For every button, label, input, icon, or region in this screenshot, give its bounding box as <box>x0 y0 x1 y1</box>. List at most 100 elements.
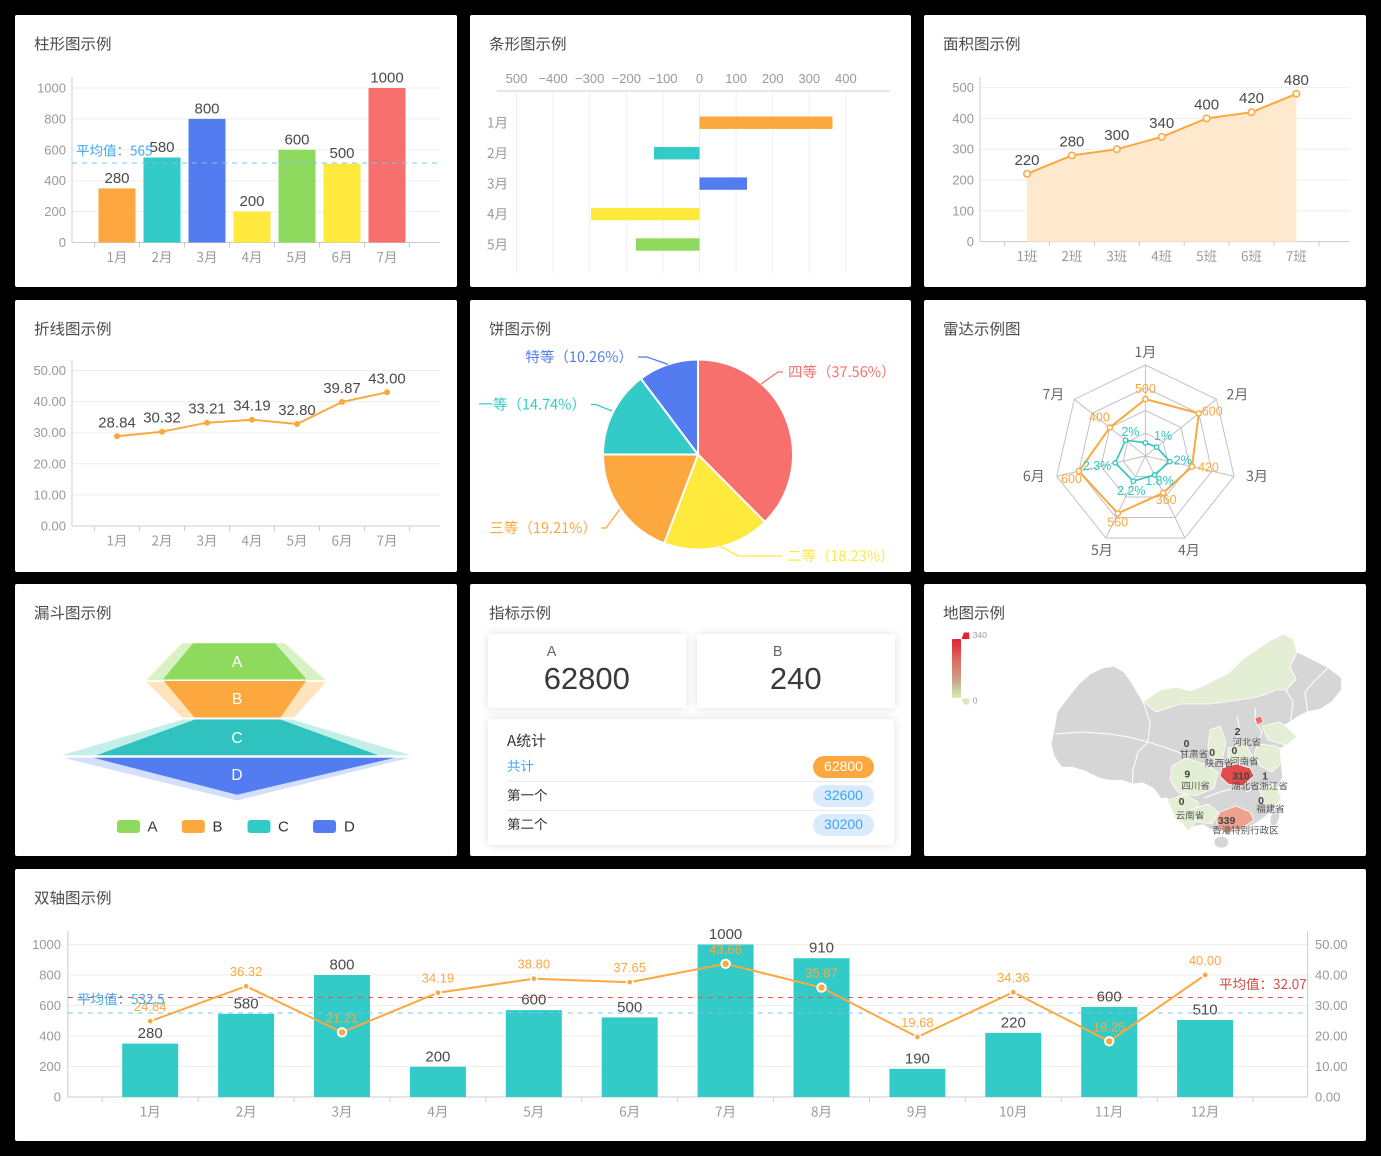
svg-text:800: 800 <box>194 100 219 117</box>
svg-text:B: B <box>213 819 223 836</box>
svg-text:420: 420 <box>1198 461 1219 475</box>
svg-text:39.87: 39.87 <box>323 380 361 397</box>
svg-text:0.00: 0.00 <box>41 519 66 534</box>
svg-text:910: 910 <box>809 940 834 957</box>
svg-text:1000: 1000 <box>709 926 742 943</box>
svg-text:800: 800 <box>44 111 66 126</box>
svg-text:300: 300 <box>952 142 974 157</box>
svg-text:D: D <box>344 819 355 836</box>
svg-text:580: 580 <box>234 995 259 1012</box>
svg-text:1%: 1% <box>1154 429 1172 443</box>
svg-text:20.00: 20.00 <box>33 456 66 471</box>
svg-text:200: 200 <box>952 173 974 188</box>
svg-text:100: 100 <box>952 203 974 218</box>
svg-text:600: 600 <box>521 992 546 1009</box>
svg-text:18.25: 18.25 <box>1093 1019 1126 1034</box>
svg-text:600: 600 <box>1061 472 1082 486</box>
svg-text:220: 220 <box>1001 1014 1026 1031</box>
svg-text:1000: 1000 <box>37 81 66 96</box>
svg-text:43.00: 43.00 <box>368 370 406 387</box>
svg-text:2.2%: 2.2% <box>1117 484 1146 498</box>
svg-text:280: 280 <box>138 1025 163 1042</box>
svg-text:280: 280 <box>104 170 129 187</box>
svg-text:340: 340 <box>973 630 987 640</box>
svg-text:800: 800 <box>329 957 354 974</box>
svg-text:0: 0 <box>1184 738 1190 750</box>
svg-text:1: 1 <box>1262 771 1268 783</box>
svg-text:−400: −400 <box>538 71 567 86</box>
svg-text:500: 500 <box>1135 382 1156 396</box>
svg-text:34.19: 34.19 <box>233 398 271 415</box>
svg-text:40.00: 40.00 <box>1189 953 1222 968</box>
svg-text:1.8%: 1.8% <box>1145 474 1174 488</box>
svg-text:400: 400 <box>1089 411 1110 425</box>
svg-text:400: 400 <box>1194 96 1219 113</box>
svg-text:32600: 32600 <box>824 787 863 803</box>
svg-text:400: 400 <box>952 111 974 126</box>
svg-text:30.00: 30.00 <box>33 425 66 440</box>
svg-text:500: 500 <box>329 145 354 162</box>
svg-text:600: 600 <box>1202 404 1223 418</box>
svg-text:100: 100 <box>725 71 747 86</box>
svg-text:0: 0 <box>59 235 66 250</box>
svg-text:0: 0 <box>967 234 974 249</box>
svg-text:280: 280 <box>1059 133 1084 150</box>
svg-text:600: 600 <box>284 131 309 148</box>
svg-text:−300: −300 <box>575 71 604 86</box>
svg-text:0: 0 <box>1209 747 1215 759</box>
svg-text:360: 360 <box>1156 493 1177 507</box>
svg-text:−100: −100 <box>648 71 677 86</box>
svg-text:34.19: 34.19 <box>422 971 455 986</box>
svg-text:32.80: 32.80 <box>278 402 316 419</box>
svg-text:2%: 2% <box>1121 425 1139 439</box>
svg-text:A: A <box>148 819 158 836</box>
svg-text:50.00: 50.00 <box>1315 937 1348 952</box>
svg-text:30.32: 30.32 <box>143 410 181 427</box>
svg-text:0: 0 <box>54 1090 61 1105</box>
svg-text:200: 200 <box>39 1059 61 1074</box>
svg-text:500: 500 <box>617 999 642 1016</box>
svg-text:21.21: 21.21 <box>326 1010 359 1025</box>
svg-text:0: 0 <box>1258 795 1264 807</box>
svg-text:200: 200 <box>425 1048 450 1065</box>
svg-text:10.00: 10.00 <box>1315 1059 1348 1074</box>
svg-text:580: 580 <box>149 139 174 156</box>
svg-text:2: 2 <box>1235 726 1241 738</box>
svg-text:0: 0 <box>696 71 703 86</box>
svg-text:C: C <box>278 819 289 836</box>
svg-text:420: 420 <box>1239 90 1264 107</box>
svg-text:300: 300 <box>798 71 820 86</box>
svg-text:480: 480 <box>1284 72 1309 89</box>
svg-text:A: A <box>232 654 243 671</box>
svg-text:34.36: 34.36 <box>997 970 1030 985</box>
svg-text:2.3%: 2.3% <box>1083 459 1112 473</box>
svg-text:300: 300 <box>1104 127 1129 144</box>
svg-text:B: B <box>232 691 242 708</box>
svg-text:40.00: 40.00 <box>1315 968 1348 983</box>
svg-text:33.21: 33.21 <box>188 401 226 418</box>
svg-text:C: C <box>231 730 242 747</box>
svg-text:500: 500 <box>952 80 974 95</box>
svg-text:D: D <box>231 767 242 784</box>
svg-text:200: 200 <box>762 71 784 86</box>
svg-text:500: 500 <box>506 71 528 86</box>
svg-text:36.32: 36.32 <box>230 964 263 979</box>
svg-text:800: 800 <box>39 968 61 983</box>
svg-text:0.00: 0.00 <box>1315 1090 1340 1105</box>
svg-text:0: 0 <box>1179 796 1185 808</box>
svg-text:200: 200 <box>239 193 264 210</box>
svg-text:50.00: 50.00 <box>33 363 66 378</box>
svg-text:43.66: 43.66 <box>709 942 742 957</box>
svg-text:1000: 1000 <box>32 937 61 952</box>
svg-text:0: 0 <box>973 696 978 706</box>
svg-text:37.65: 37.65 <box>613 960 646 975</box>
svg-text:400: 400 <box>39 1029 61 1044</box>
svg-text:−200: −200 <box>612 71 641 86</box>
svg-text:0: 0 <box>1231 745 1237 757</box>
svg-text:190: 190 <box>905 1050 930 1067</box>
svg-text:600: 600 <box>44 142 66 157</box>
svg-text:35.87: 35.87 <box>805 966 838 981</box>
svg-text:40.00: 40.00 <box>33 394 66 409</box>
svg-text:600: 600 <box>39 998 61 1013</box>
svg-text:400: 400 <box>835 71 857 86</box>
